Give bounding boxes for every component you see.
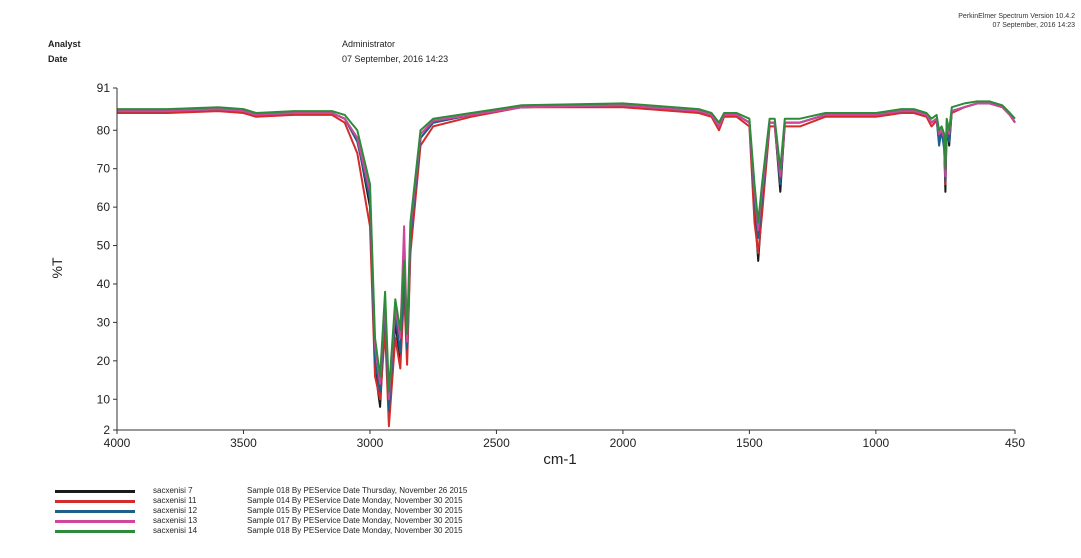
legend-item: sacxenisi 13 Sample 017 By PEService Dat… — [55, 516, 675, 526]
analyst-value: Administrator — [342, 39, 396, 49]
vendor-date: 07 September, 2016 14:23 — [992, 22, 1075, 29]
series-line-2 — [117, 102, 1016, 428]
y-tick-label: 30 — [97, 315, 111, 329]
legend: sacxenisi 7 Sample 018 By PEService Date… — [55, 486, 675, 536]
date-label: Date — [48, 54, 68, 64]
legend-description: Sample 018 By PEService Date Monday, Nov… — [247, 526, 463, 535]
y-tick-label: 80 — [97, 123, 111, 137]
y-tick-label: 60 — [97, 200, 111, 214]
series-line-4 — [117, 102, 1016, 401]
legend-description: Sample 015 By PEService Date Monday, Nov… — [247, 506, 463, 515]
legend-name: sacxenisi 13 — [153, 516, 198, 525]
date-value: 07 September, 2016 14:23 — [342, 54, 449, 64]
y-tick-label: 91 — [97, 81, 111, 95]
y-tick-label: 40 — [97, 277, 111, 291]
y-ticks: 2 10 20 30 40 50 60 70 80 91 — [97, 81, 117, 437]
x-tick-label: 1000 — [863, 436, 890, 450]
x-tick-label: 1500 — [736, 436, 763, 450]
x-tick-label: 2500 — [483, 436, 510, 450]
y-tick-label: 10 — [97, 392, 111, 406]
series-line-1 — [117, 102, 1016, 420]
legend-item: sacxenisi 11 Sample 014 By PEService Dat… — [55, 496, 675, 506]
legend-name: sacxenisi 7 — [153, 486, 193, 495]
legend-name: sacxenisi 12 — [153, 506, 198, 515]
series-line-5 — [117, 100, 1016, 393]
y-tick-label: 2 — [103, 423, 110, 437]
x-tick-label: 3500 — [230, 436, 257, 450]
x-tick-label: 3000 — [357, 436, 384, 450]
x-ticks: 4000 3500 3000 2500 2000 1500 1000 450 — [104, 430, 1025, 450]
analyst-label: Analyst — [48, 39, 81, 49]
legend-name: sacxenisi 14 — [153, 526, 198, 535]
legend-swatch — [55, 530, 135, 533]
y-axis-label: %T — [49, 257, 65, 278]
x-tick-label: 450 — [1005, 436, 1025, 450]
legend-item: sacxenisi 14 Sample 018 By PEService Dat… — [55, 526, 675, 536]
legend-description: Sample 014 By PEService Date Monday, Nov… — [247, 496, 463, 505]
x-axis-label: cm-1 — [543, 451, 576, 468]
x-tick-label: 2000 — [610, 436, 637, 450]
legend-item: sacxenisi 7 Sample 018 By PEService Date… — [55, 486, 675, 496]
y-tick-label: 50 — [97, 239, 111, 253]
legend-description: Sample 018 By PEService Date Thursday, N… — [247, 486, 468, 495]
legend-name: sacxenisi 11 — [153, 496, 197, 505]
series-line-3 — [117, 102, 1016, 412]
y-tick-label: 20 — [97, 354, 111, 368]
legend-description: Sample 017 By PEService Date Monday, Nov… — [247, 516, 463, 525]
vendor-stamp: PerkinElmer Spectrum Version 10.4.2 07 S… — [958, 12, 1075, 30]
legend-swatch — [55, 500, 135, 503]
x-tick-label: 4000 — [104, 436, 131, 450]
legend-item: sacxenisi 12 Sample 015 By PEService Dat… — [55, 506, 675, 516]
vendor-version: PerkinElmer Spectrum Version 10.4.2 — [958, 13, 1075, 20]
legend-swatch — [55, 510, 135, 513]
legend-swatch — [55, 490, 135, 493]
y-tick-label: 70 — [97, 162, 111, 176]
series-layer — [117, 100, 1016, 428]
legend-swatch — [55, 520, 135, 523]
spectrum-chart: 4000 3500 3000 2500 2000 1500 1000 450 2 10 20 30 4… — [49, 81, 1025, 468]
